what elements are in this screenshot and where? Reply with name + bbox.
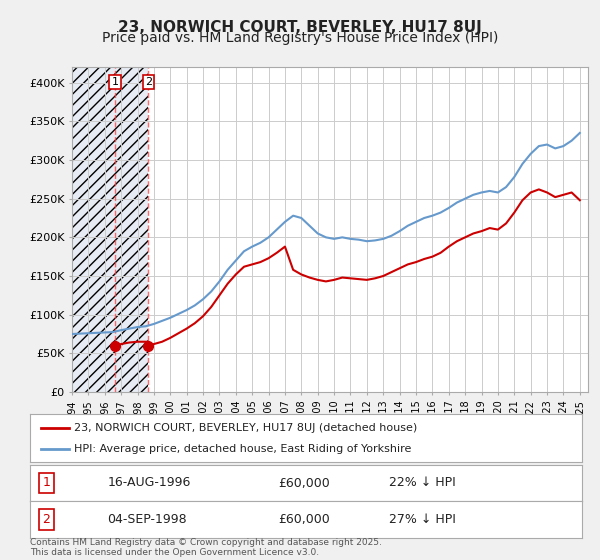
Text: 1: 1: [43, 477, 50, 489]
Text: 2: 2: [145, 77, 152, 87]
Text: Price paid vs. HM Land Registry's House Price Index (HPI): Price paid vs. HM Land Registry's House …: [102, 31, 498, 45]
Text: Contains HM Land Registry data © Crown copyright and database right 2025.
This d: Contains HM Land Registry data © Crown c…: [30, 538, 382, 557]
Text: 16-AUG-1996: 16-AUG-1996: [107, 477, 191, 489]
Text: £60,000: £60,000: [278, 513, 330, 526]
Text: £60,000: £60,000: [278, 477, 330, 489]
Text: HPI: Average price, detached house, East Riding of Yorkshire: HPI: Average price, detached house, East…: [74, 444, 412, 454]
Text: 1: 1: [112, 77, 118, 87]
Text: 23, NORWICH COURT, BEVERLEY, HU17 8UJ (detached house): 23, NORWICH COURT, BEVERLEY, HU17 8UJ (d…: [74, 423, 418, 433]
Text: 27% ↓ HPI: 27% ↓ HPI: [389, 513, 455, 526]
Text: 2: 2: [43, 513, 50, 526]
Text: 23, NORWICH COURT, BEVERLEY, HU17 8UJ: 23, NORWICH COURT, BEVERLEY, HU17 8UJ: [118, 20, 482, 35]
Bar: [115, 67, 148, 392]
Bar: [72, 67, 115, 392]
Text: 04-SEP-1998: 04-SEP-1998: [107, 513, 187, 526]
Text: 22% ↓ HPI: 22% ↓ HPI: [389, 477, 455, 489]
